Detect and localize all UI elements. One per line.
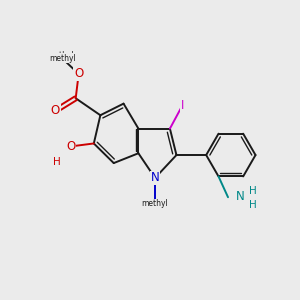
Text: N: N: [151, 171, 159, 184]
Text: methyl: methyl: [49, 54, 76, 63]
Text: methyl: methyl: [47, 51, 74, 60]
Text: N: N: [236, 190, 245, 203]
Text: I: I: [181, 99, 184, 112]
Text: O: O: [51, 104, 60, 117]
Text: H: H: [249, 200, 257, 210]
Text: methyl: methyl: [142, 199, 168, 208]
Text: H: H: [249, 186, 257, 196]
Text: O: O: [66, 140, 75, 153]
Text: O: O: [74, 68, 83, 80]
Text: H: H: [53, 157, 61, 167]
